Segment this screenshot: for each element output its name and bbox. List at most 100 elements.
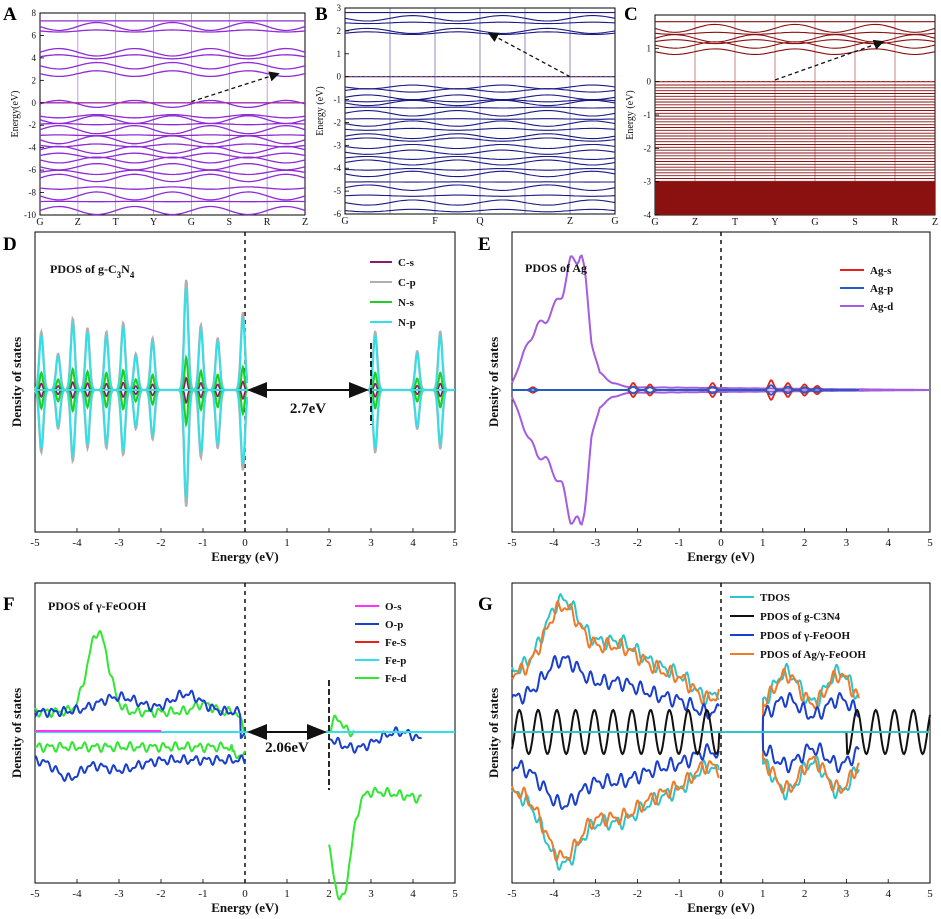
band-line [344,137,616,142]
band-line [39,191,306,201]
band-line [39,156,306,164]
x-tick-label: 1 [760,888,766,900]
legend-label: Ag-p [870,283,893,295]
band-line [344,159,616,166]
band-line [344,99,616,103]
band-line [39,21,306,32]
panel-title: PDOS of Ag [525,261,587,275]
y-tick-label: 0 [32,98,37,108]
x-tick-label: 5 [452,537,458,549]
y-tick-label: -2 [644,143,652,153]
band-line [344,143,616,150]
kpoint-label: F [432,216,438,227]
band-line [39,122,306,126]
dos-curve [511,600,720,706]
band-line [344,118,616,120]
kpoint-label: Q [476,216,484,227]
dos-curve [34,389,249,499]
dos-curve [328,786,423,901]
band-line [39,70,306,78]
x-tick-label: 4 [885,537,891,549]
x-tick-label: -4 [549,537,559,549]
x-tick-label: 5 [927,888,933,900]
y-tick-label: -1 [644,110,652,120]
dos-curve [511,742,720,810]
kpoint-label: G [36,217,43,228]
band-line [39,169,306,176]
y-tick-label: 2 [32,75,37,85]
band-line [39,162,306,171]
band-line [344,94,616,101]
y-tick-label: -3 [644,177,652,187]
dos-curve [761,662,860,730]
legend-label: Fe-p [385,655,406,667]
legend-label: N-p [398,317,416,329]
y-tick-label: -2 [334,117,342,127]
y-tick-label: 2 [337,26,342,36]
x-tick-label: 1 [284,537,290,549]
kpoint-label: G [811,217,818,228]
legend-label: Fe-d [385,673,406,685]
band-line [39,173,306,183]
x-tick-label: -2 [156,888,165,900]
dos-curve [511,254,930,391]
panel-letter: E [478,234,491,255]
gap-label: 2.06eV [265,740,309,756]
band-line [654,41,936,49]
band-line [344,109,616,117]
panel-letter: G [478,594,493,615]
band-line [39,143,306,148]
panel-title: PDOS of g-C3N4 [50,262,135,280]
x-tick-label: -3 [591,888,601,900]
x-tick-label: 3 [368,537,374,549]
band-line [654,39,936,45]
band-line [654,31,936,35]
x-tick-label: 2 [326,537,332,549]
band-line [344,21,616,25]
x-tick-label: 4 [885,888,891,900]
x-tick-label: 2 [326,888,332,900]
x-tick-label: 4 [410,888,416,900]
dos-curve [34,689,246,739]
dos-curve [511,760,720,863]
legend-label: PDOS of γ-FeOOH [760,630,851,642]
band-line [39,115,306,125]
legend-label: C-s [398,257,415,269]
dos-curve [326,714,355,738]
band-line [344,84,616,90]
band-line [654,34,936,43]
x-tick-label: 5 [927,537,933,549]
dos-curve [511,389,930,526]
x-tick-label: -2 [633,537,642,549]
y-tick-label: -10 [24,210,36,220]
x-tick-label: 3 [844,888,850,900]
x-axis-label: Energy (eV) [211,549,279,564]
y-tick-label: -4 [29,143,37,153]
kpoint-label: Y [150,217,157,228]
panel-title: PDOS of γ-FeOOH [48,599,147,613]
transition-arrow [774,39,885,81]
transition-arrow [487,32,571,78]
band-line [344,208,616,213]
x-tick-label: 3 [844,537,850,549]
x-tick-label: -5 [507,537,517,549]
kpoint-label: Z [692,217,698,228]
legend-label: Ag-s [870,265,892,277]
band-line [344,106,616,109]
x-tick-label: 0 [718,537,724,549]
x-tick-label: 2 [802,537,808,549]
y-axis-label: Energy (eV) [625,90,636,140]
band-line [344,170,616,178]
kpoint-label: T [732,217,738,228]
x-tick-label: 3 [368,888,374,900]
panel-f: -5 -4 -3 -2 -1 0 1 2 3 4 5 Energy (eV) Density of st… [3,582,458,915]
x-tick-label: 1 [284,888,290,900]
band-line [344,168,616,171]
band-line [39,145,306,155]
x-tick-label: 2 [802,888,808,900]
y-tick-label: 8 [32,8,37,18]
band-line [39,113,306,119]
